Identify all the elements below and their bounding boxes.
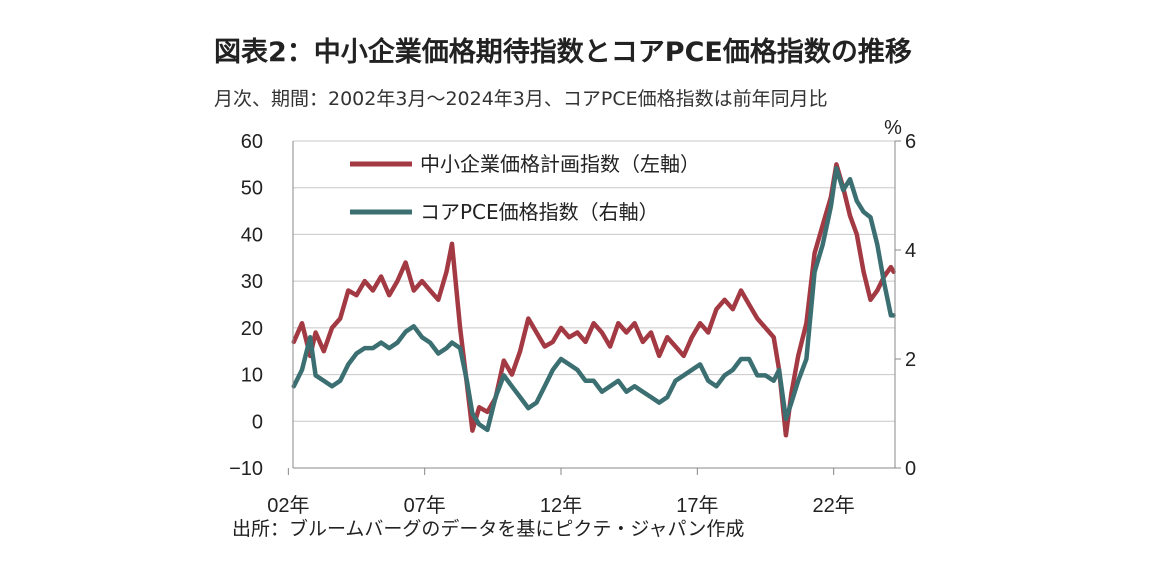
left-axis-tick-label: 60 [241, 131, 263, 153]
series-line-2 [291, 166, 896, 433]
left-axis-tick-label: 40 [241, 224, 263, 246]
left-axis-tick-label: 10 [241, 365, 263, 387]
legend: 中小企業価格計画指数（左軸） コアPCE価格指数（右軸） [350, 152, 700, 224]
right-axis-tick-label: 0 [905, 458, 916, 480]
legend-label-1: 中小企業価格計画指数（左軸） [420, 152, 700, 176]
left-axis-tick-label: 30 [241, 271, 263, 293]
chart-title: 図表2：中小企業価格期待指数とコアPCE価格指数の推移 [214, 37, 912, 68]
chart-subtitle: 月次、期間：2002年3月～2024年3月、コアPCE価格指数は前年同月比 [214, 88, 828, 110]
gridlines [293, 140, 895, 422]
left-axis-tick-label: 20 [241, 318, 263, 340]
right-axis-tick-label: 6 [905, 131, 916, 153]
right-axis-unit: % [884, 117, 902, 139]
left-axis-tick-label: −10 [229, 458, 263, 480]
axes [287, 140, 901, 475]
x-axis-tick-label: 17年 [676, 494, 718, 517]
right-axis-tick-label: 2 [905, 349, 916, 371]
series-lines [291, 162, 896, 438]
source-note: 出所：ブルームバーグのデータを基にピクテ・ジャパン作成 [232, 518, 745, 540]
x-axis-tick-label: 07年 [404, 494, 446, 517]
x-axis-tick-label: 02年 [267, 494, 309, 517]
left-axis-tick-label: 0 [252, 411, 263, 433]
series-line-1 [291, 162, 896, 438]
x-axis-tick-label: 22年 [813, 494, 855, 517]
right-axis-tick-label: 4 [905, 240, 916, 262]
legend-label-2: コアPCE価格指数（右軸） [420, 200, 659, 224]
x-axis-tick-label: 12年 [540, 494, 582, 517]
left-axis-tick-label: 50 [241, 178, 263, 200]
